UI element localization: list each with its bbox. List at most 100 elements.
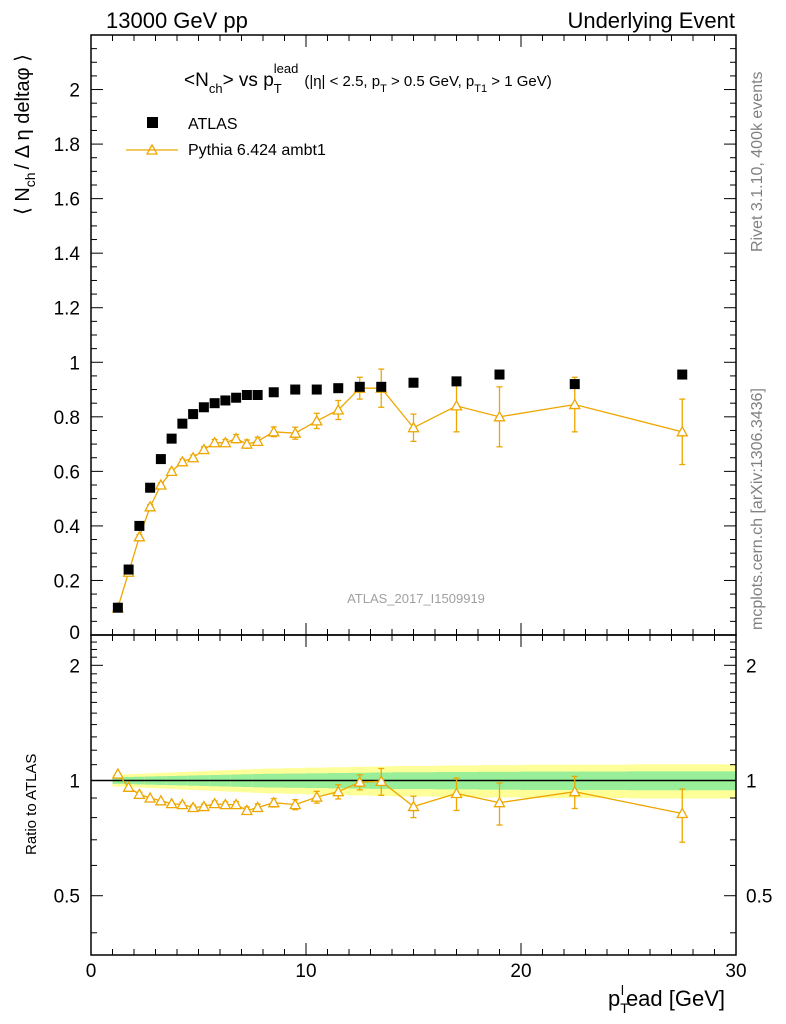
main-ytick-label: 1.4 (54, 244, 81, 265)
xtick-label: 0 (86, 961, 97, 982)
title-part3: (|η| < 2.5, p (304, 73, 380, 90)
xlabel-sup1: l (621, 982, 624, 998)
atlas-point (677, 369, 688, 380)
mc-point (310, 414, 323, 426)
title-sub2: T (274, 81, 282, 96)
atlas-point (209, 398, 220, 409)
ratio-ytick-label-left: 1 (69, 772, 80, 793)
ratio-point (676, 807, 689, 819)
atlas-point (268, 387, 279, 398)
mc-point (219, 436, 232, 448)
atlas-point (231, 392, 242, 403)
ratio-ytick-label-left: 2 (69, 656, 80, 677)
ratio-panel: 0.5 0.5 1 1 2 2 0 10 20 30 Ratio to ATLAS pTlead… (23, 634, 773, 1016)
mc-point (289, 426, 302, 438)
analysis-watermark: ATLAS_2017_I1509919 (347, 591, 485, 606)
title-sub4: T1 (474, 83, 487, 95)
legend-atlas-marker (147, 117, 158, 128)
ratio-marks (111, 767, 689, 843)
mc-point (267, 425, 280, 437)
xtick-label: 20 (510, 961, 531, 982)
ratio-point (176, 798, 189, 810)
title-sub3: T (380, 83, 387, 95)
xlabel-part1: p (608, 986, 620, 1011)
mc-point (230, 432, 243, 444)
title-part4: > 0.5 GeV, p (387, 73, 474, 90)
mc-point (493, 410, 506, 422)
mc-point (144, 500, 157, 512)
mc-point (676, 425, 689, 437)
main-ytick-label: 0 (69, 623, 80, 644)
atlas-point (155, 454, 166, 465)
atlas-point (112, 602, 123, 613)
ylabel-part2: / Δ η deltaφ ⟩ (12, 54, 34, 169)
ratio-xtick-labels: 0 10 20 30 (86, 961, 747, 982)
main-ytick-label: 1 (69, 353, 80, 374)
main-ytick-label: 1.6 (54, 190, 80, 211)
mc-point (407, 421, 420, 433)
main-ytick-label: 1.2 (54, 299, 80, 320)
plot-title: <Nch> vs pTlead(|η| < 2.5, pT > 0.5 GeV,… (184, 61, 552, 96)
header-left: 13000 GeV pp (106, 8, 248, 33)
ratio-ytick-labels: 0.5 0.5 1 1 2 2 (54, 656, 773, 907)
ratio-bands (112, 764, 736, 799)
mcplots-label: mcplots.cern.ch [arXiv:1306.3436] (749, 388, 766, 630)
ratio-point (332, 785, 345, 797)
legend-atlas-label: ATLAS (188, 116, 238, 133)
ratio-point (267, 796, 280, 808)
mc-point (568, 398, 581, 410)
main-ytick-label: 0.6 (54, 462, 80, 483)
atlas-point (408, 377, 419, 388)
ratio-ytick-label-right: 2 (746, 656, 757, 677)
main-ytick-label: 0.4 (54, 517, 81, 538)
mc-point (197, 443, 210, 455)
atlas-point (241, 390, 252, 400)
atlas-point (290, 384, 301, 395)
ratio-point (187, 801, 200, 813)
atlas-point (494, 369, 505, 380)
ratio-point (353, 775, 366, 787)
mc-point (240, 437, 253, 449)
atlas-point (177, 418, 188, 429)
atlas-point (376, 381, 387, 392)
mc-point (176, 455, 189, 467)
mc-point (133, 530, 146, 542)
atlas-point (451, 376, 462, 387)
mc-point (165, 465, 178, 477)
ratio-ytick-label-right: 1 (746, 772, 757, 793)
mc-point (332, 403, 345, 415)
title-sub1: ch (209, 81, 223, 96)
atlas-point (354, 381, 365, 392)
ratio-point (219, 798, 232, 810)
ylabel-sub1: ch (22, 172, 38, 187)
ratio-point (165, 797, 178, 809)
ratio-ytick-label-right: 0.5 (746, 887, 772, 908)
mc-point (154, 478, 167, 490)
atlas-point (134, 520, 145, 531)
legend: ATLAS Pythia 6.424 ambt1 (126, 116, 326, 159)
main-ytick-label: 0.2 (54, 571, 80, 592)
atlas-point (569, 379, 580, 390)
atlas-point (198, 402, 209, 413)
atlas-point (311, 384, 322, 395)
ratio-ytick-label-left: 0.5 (54, 887, 80, 908)
atlas-point (220, 395, 231, 406)
mc-point (251, 435, 264, 447)
main-ytick-labels: 0.2 0.4 0.6 0.8 1 1.2 1.4 1.6 1.8 2 0 (54, 81, 81, 644)
ratio-point (197, 800, 210, 812)
ratio-point (144, 791, 157, 803)
title-part5: > 1 GeV) (487, 73, 552, 90)
ratio-point (407, 800, 420, 812)
main-ytick-label: 2 (69, 81, 80, 102)
mc-point (187, 451, 200, 463)
ratio-point (375, 775, 388, 786)
ratio-point (122, 780, 135, 792)
rivet-label: Rivet 3.1.10, 400k events (749, 71, 766, 252)
ratio-point (493, 796, 506, 808)
xtick-label: 10 (295, 961, 316, 982)
ratio-point (289, 798, 302, 810)
atlas-point (123, 564, 134, 575)
mc-series-line (117, 387, 683, 608)
main-ticks (90, 34, 737, 636)
